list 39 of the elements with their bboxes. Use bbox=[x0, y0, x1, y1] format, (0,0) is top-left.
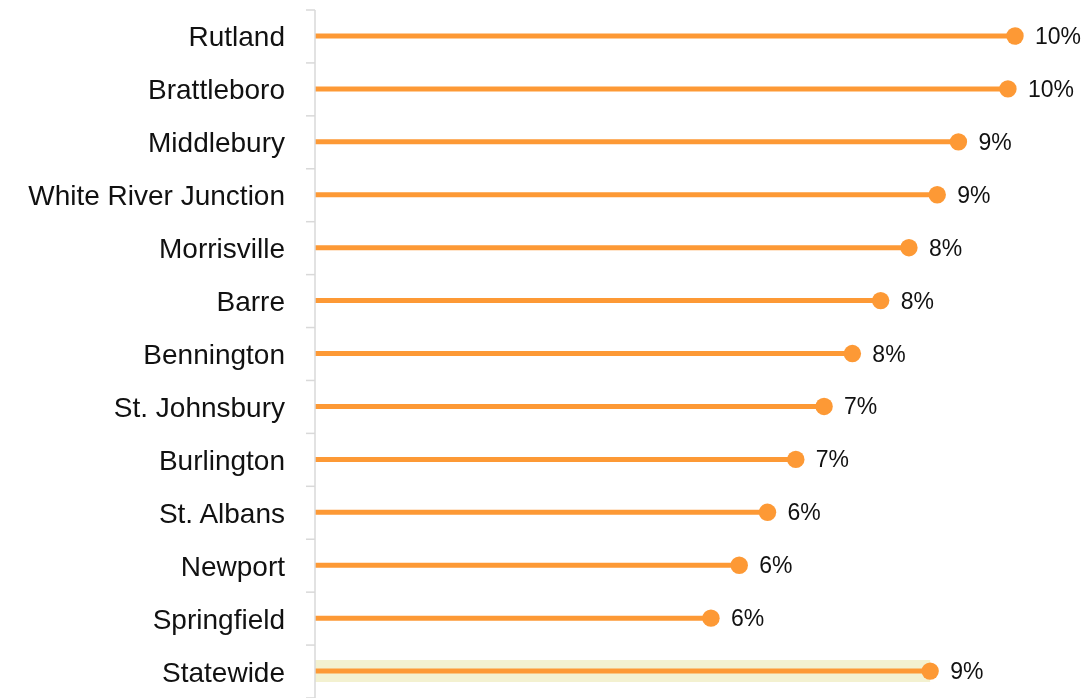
point bbox=[921, 662, 939, 680]
y-tick-label: St. Albans bbox=[158, 497, 285, 529]
data-label: 9% bbox=[950, 658, 984, 685]
data-label: 10% bbox=[1035, 23, 1082, 49]
y-tick-label: Burlington bbox=[158, 444, 285, 476]
y-tick-label: Morrisville bbox=[159, 232, 285, 264]
point bbox=[871, 291, 890, 310]
data-label: 7% bbox=[815, 446, 850, 473]
point bbox=[900, 238, 918, 257]
data-label: 8% bbox=[872, 340, 906, 367]
point bbox=[928, 186, 946, 204]
data-label: 6% bbox=[759, 552, 793, 579]
data-label: 10% bbox=[1027, 75, 1074, 102]
point bbox=[1006, 27, 1024, 45]
point bbox=[702, 609, 720, 627]
y-tick-label: Newport bbox=[180, 550, 286, 582]
data-label: 8% bbox=[928, 234, 963, 261]
data-label: 8% bbox=[900, 287, 934, 314]
point bbox=[815, 397, 833, 416]
data-label: 9% bbox=[978, 128, 1012, 155]
point bbox=[999, 80, 1017, 98]
point bbox=[949, 133, 968, 151]
y-tick-label: Statewide bbox=[162, 656, 285, 688]
y-tick-label: St. Johnsbury bbox=[113, 391, 285, 423]
point bbox=[787, 450, 805, 469]
data-label: 6% bbox=[730, 605, 765, 632]
y-tick-label: Springfield bbox=[152, 603, 285, 635]
y-tick-label: Rutland bbox=[188, 20, 285, 52]
y-tick-label: Brattleboro bbox=[148, 73, 285, 105]
data-label: 7% bbox=[844, 393, 878, 420]
point bbox=[758, 503, 777, 522]
point bbox=[730, 556, 748, 574]
y-tick-label: Middlebury bbox=[148, 126, 285, 158]
y-tick-label: Barre bbox=[216, 285, 285, 317]
y-tick-label: Bennington bbox=[143, 338, 285, 370]
y-tick-label: White River Junction bbox=[28, 179, 285, 211]
point bbox=[843, 344, 862, 363]
data-label: 6% bbox=[787, 499, 821, 526]
data-label: 9% bbox=[957, 181, 991, 208]
